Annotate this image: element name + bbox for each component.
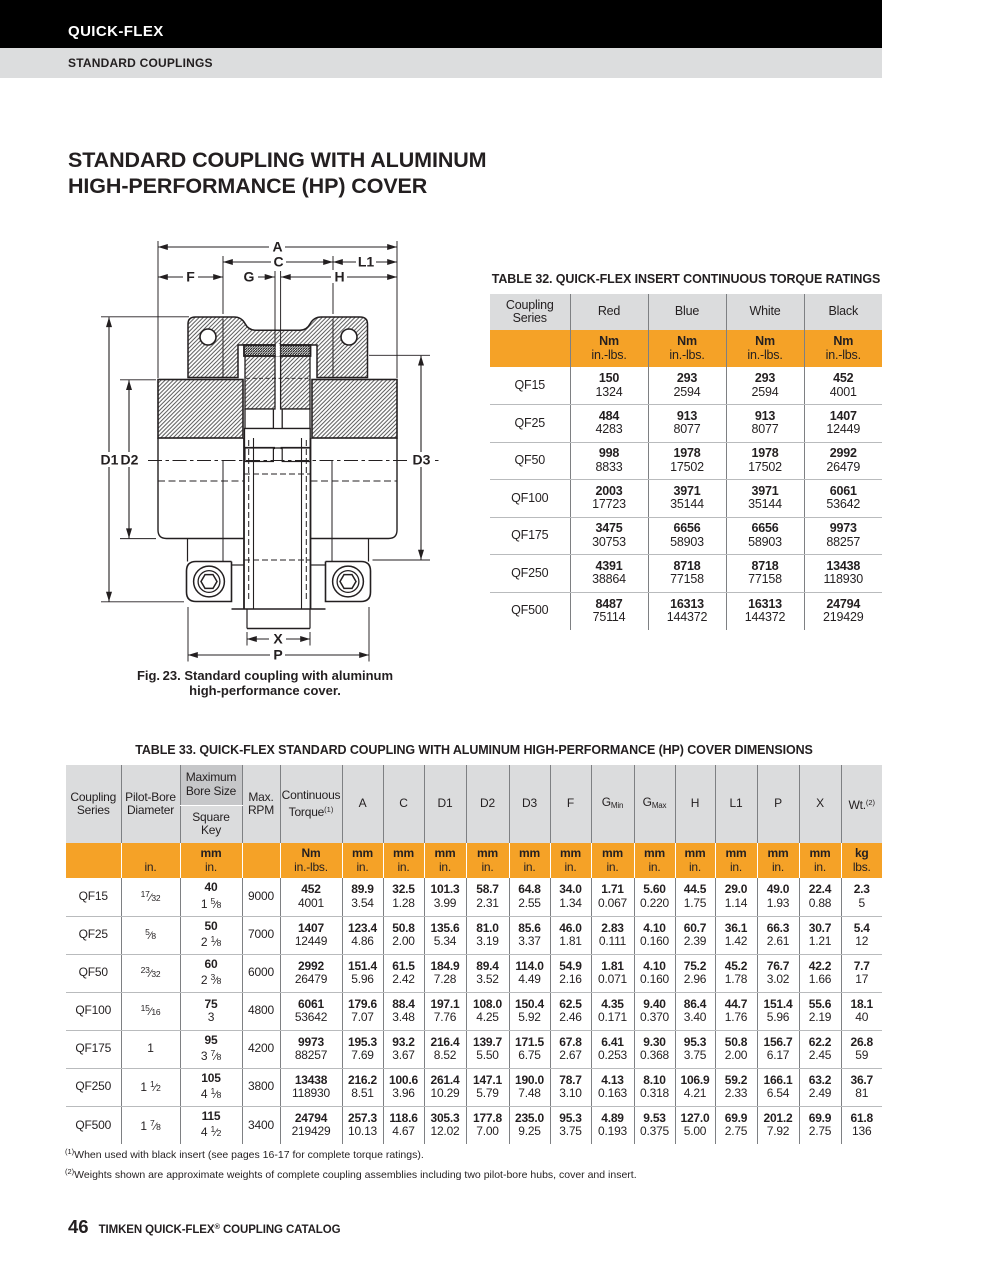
svg-text:D1: D1 (101, 452, 119, 468)
svg-text:C: C (273, 254, 283, 270)
svg-text:F: F (186, 269, 195, 285)
svg-text:A: A (272, 239, 282, 255)
svg-text:X: X (273, 631, 283, 647)
svg-text:P: P (273, 647, 282, 663)
svg-text:L1: L1 (358, 254, 375, 270)
svg-text:G: G (244, 269, 255, 285)
svg-text:H: H (334, 269, 344, 285)
svg-text:D3: D3 (413, 452, 431, 468)
svg-text:D2: D2 (121, 452, 139, 468)
